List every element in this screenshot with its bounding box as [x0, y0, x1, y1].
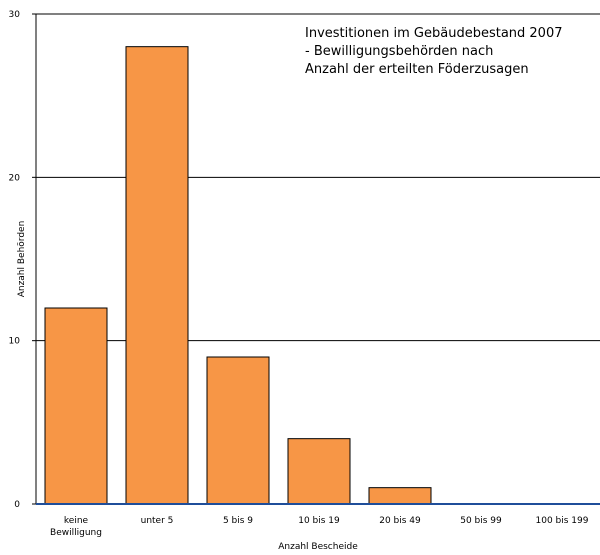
x-axis-title: Anzahl Bescheide	[278, 542, 358, 552]
bars	[44, 46, 432, 505]
category-label-line: 50 bis 99	[460, 516, 502, 526]
category-label: 100 bis 199	[536, 516, 589, 526]
chart-title-line: Anzahl der erteilten Föderzusagen	[305, 62, 529, 77]
category-label-line: 20 bis 49	[379, 516, 421, 526]
category-label-line: Bewilligung	[50, 528, 102, 538]
category-label-line: 100 bis 199	[536, 516, 589, 526]
chart-title-line: Investitionen im Gebäudebestand 2007	[305, 26, 563, 41]
bar	[287, 438, 351, 505]
y-tick-labels: 0 10 20 30	[9, 10, 36, 510]
category-label-line: keine	[64, 516, 89, 526]
category-labels: keine Bewilligung unter 5 5 bis 9 10 bis 19 2…	[50, 516, 589, 538]
bar	[368, 487, 432, 505]
y-tick-label: 30	[9, 10, 21, 20]
y-axis-title: Anzahl Behörden	[17, 221, 27, 298]
bar	[206, 356, 270, 505]
y-tick-label: 20	[9, 173, 21, 183]
category-label: unter 5	[141, 516, 174, 526]
chart-title: Investitionen im Gebäudebestand 2007 - Be…	[305, 26, 563, 77]
category-label: 10 bis 19	[298, 516, 340, 526]
bar	[125, 46, 189, 505]
category-label-line: 10 bis 19	[298, 516, 340, 526]
category-label-line: 5 bis 9	[223, 516, 253, 526]
bar	[44, 307, 108, 505]
category-label: keine Bewilligung	[50, 516, 102, 538]
chart-title-line: - Bewilligungsbehörden nach	[305, 44, 493, 59]
category-label: 50 bis 99	[460, 516, 502, 526]
category-label-line: unter 5	[141, 516, 174, 526]
y-tick-label: 0	[14, 500, 20, 510]
y-tick-label: 10	[9, 337, 21, 347]
category-label: 5 bis 9	[223, 516, 253, 526]
category-label: 20 bis 49	[379, 516, 421, 526]
